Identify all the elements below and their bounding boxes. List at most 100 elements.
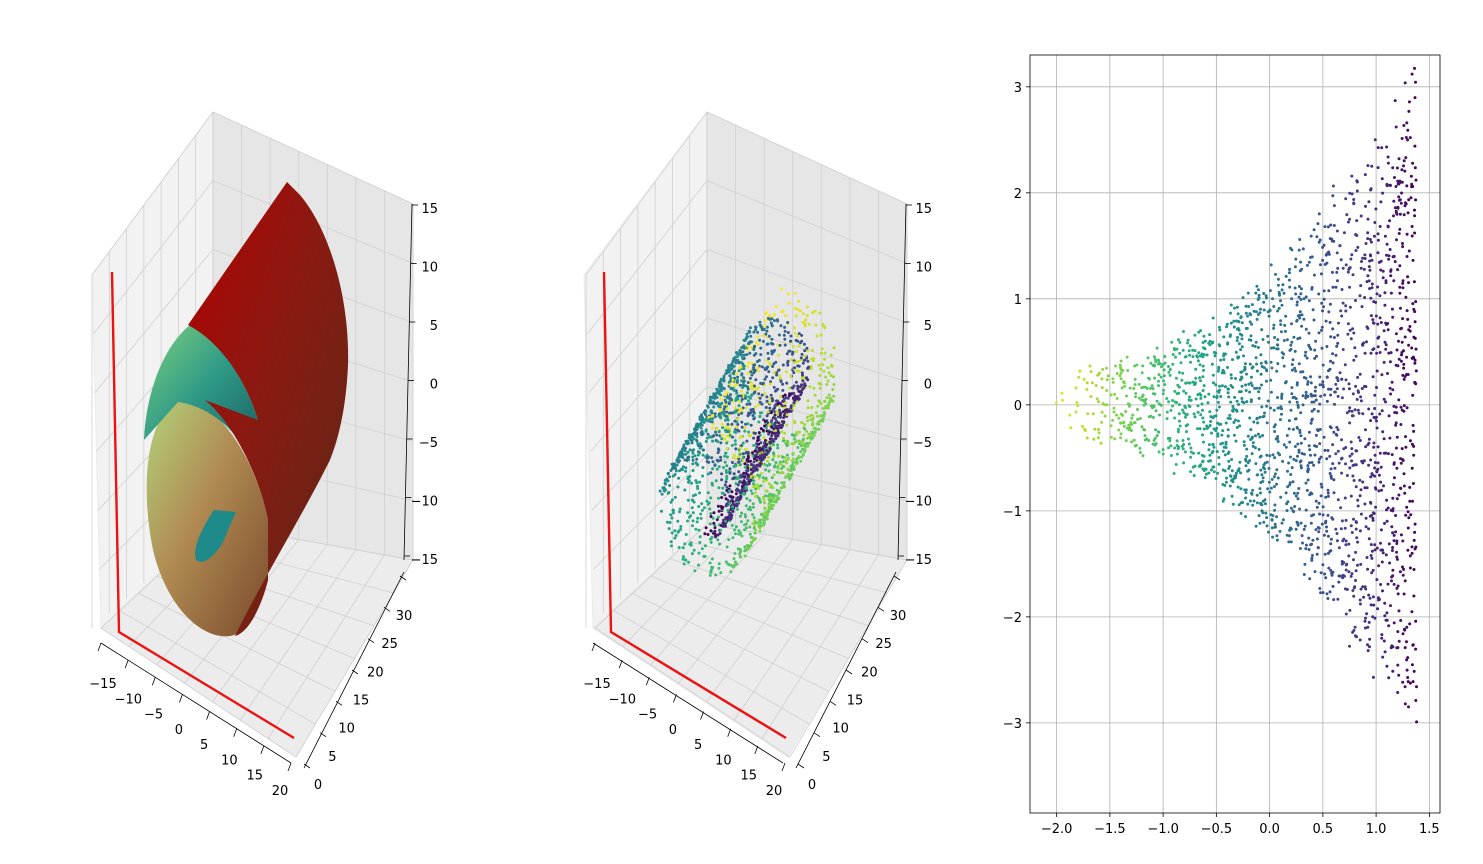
y-tick-label: 20: [861, 665, 878, 680]
scatter-2d-point: [1340, 562, 1344, 566]
scatter-3d-point: [711, 426, 714, 430]
scatter-3d-point: [774, 500, 778, 504]
scatter-2d-point: [1182, 461, 1186, 465]
scatter-2d-point: [1384, 281, 1388, 285]
scatter-2d-point: [1291, 358, 1295, 362]
scatter-2d-point: [1182, 330, 1185, 333]
scatter-3d-point: [779, 395, 783, 399]
scatter-2d-point: [1325, 345, 1329, 348]
scatter-2d-point: [1253, 446, 1257, 450]
scatter-3d-point: [818, 386, 822, 390]
scatter-2d-point: [1269, 378, 1273, 382]
scatter-2d-point: [1329, 393, 1333, 397]
scatter-2d-point: [1176, 447, 1180, 451]
scatter-2d-point: [1312, 228, 1316, 232]
scatter-2d-point: [1325, 525, 1328, 529]
scatter-2d-point: [1385, 242, 1389, 246]
scatter-3d-point: [709, 537, 712, 541]
scatter-3d-point: [775, 488, 779, 492]
scatter-2d-point: [1205, 424, 1209, 428]
scatter-2d-point: [1378, 412, 1382, 416]
scatter-2d-point: [1392, 533, 1396, 537]
scatter-2d-point: [1389, 274, 1393, 278]
z-tick-label: 15: [421, 202, 438, 217]
scatter-2d-point: [1386, 155, 1390, 159]
scatter-3d-point: [812, 386, 816, 390]
scatter-3d-point: [745, 391, 749, 395]
scatter-3d-point: [758, 320, 762, 324]
scatter-2d-point: [1138, 446, 1142, 450]
scatter-3d-point: [732, 369, 736, 373]
scatter-2d-point: [1337, 546, 1341, 550]
scatter-2d-point: [1412, 669, 1416, 673]
scatter-2d-point: [1321, 591, 1325, 595]
scatter-2d-point: [1222, 358, 1226, 361]
scatter-2d-point: [1297, 450, 1301, 454]
scatter-3d-point: [702, 448, 705, 452]
scatter-2d-point: [1376, 166, 1380, 170]
scatter-3d-point: [803, 324, 807, 328]
scatter-3d-point: [720, 433, 724, 437]
scatter-2d-point: [1331, 443, 1335, 447]
scatter-2d-point: [1287, 461, 1291, 465]
scatter-2d-point: [1391, 531, 1395, 535]
scatter-2d-point: [1353, 408, 1357, 412]
scatter-2d-point: [1230, 494, 1234, 498]
scatter-3d-point: [795, 432, 799, 436]
scatter-2d-point: [1314, 528, 1318, 532]
scatter-2d-point: [1378, 451, 1382, 455]
scatter-3d-point: [741, 458, 745, 462]
scatter-2d-point: [1124, 410, 1128, 413]
scatter-3d-point: [758, 500, 762, 504]
scatter-3d-point: [771, 365, 775, 368]
scatter-3d-point: [719, 398, 723, 401]
scatter-2d-point: [1363, 253, 1367, 257]
scatter-2d-point: [1262, 366, 1266, 370]
scatter-3d-point: [753, 384, 756, 388]
scatter-2d-point: [1137, 382, 1141, 386]
scatter-2d-point: [1377, 489, 1381, 493]
scatter-3d-point: [796, 308, 800, 312]
scatter-3d-point: [716, 389, 720, 393]
scatter-3d-point: [749, 544, 753, 548]
scatter-3d-point: [770, 496, 774, 500]
scatter-3d-point: [785, 352, 789, 356]
scatter-3d-point: [795, 460, 799, 464]
scatter-2d-point: [1395, 539, 1399, 543]
scatter-3d-point: [748, 532, 752, 536]
scatter-2d-point: [1369, 296, 1373, 300]
scatter-2d-point: [1249, 400, 1253, 404]
scatter-3d-point: [743, 513, 747, 517]
scatter-3d-point: [776, 387, 780, 391]
scatter-2d-point: [1374, 314, 1378, 318]
scatter-3d-point: [730, 443, 734, 447]
scatter-3d-point: [783, 337, 787, 341]
scatter-3d-point: [817, 421, 821, 425]
z-tick-label: −15: [905, 553, 932, 568]
scatter-2d-point: [1353, 346, 1357, 350]
y-tick-label: 3: [1014, 81, 1022, 96]
scatter-3d-point: [723, 398, 727, 402]
scatter-3d-point: [775, 481, 779, 485]
scatter-2d-point: [1324, 319, 1328, 323]
scatter-2d-point: [1169, 444, 1173, 448]
scatter-2d-point: [1161, 392, 1165, 396]
scatter-3d-point: [682, 555, 685, 559]
scatter-2d-point: [1361, 480, 1365, 484]
scatter-3d-point: [786, 363, 790, 367]
scatter-2d-point: [1364, 428, 1367, 432]
scatter-3d-point: [688, 474, 692, 478]
scatter-2d-point: [1355, 397, 1359, 401]
scatter-3d-point: [725, 485, 729, 489]
scatter-2d-point: [1295, 319, 1299, 323]
scatter-2d-point: [1390, 453, 1394, 457]
scatter-3d-point: [700, 508, 704, 512]
scatter-2d-point: [1348, 608, 1352, 612]
scatter-3d-point: [752, 368, 756, 371]
scatter-2d-point: [1138, 396, 1141, 400]
scatter-2d-point: [1376, 146, 1380, 150]
scatter-2d-point: [1230, 376, 1233, 380]
scatter-2d-point: [1396, 364, 1400, 368]
scatter-3d-point: [816, 404, 820, 408]
scatter-2d-point: [1386, 582, 1390, 586]
